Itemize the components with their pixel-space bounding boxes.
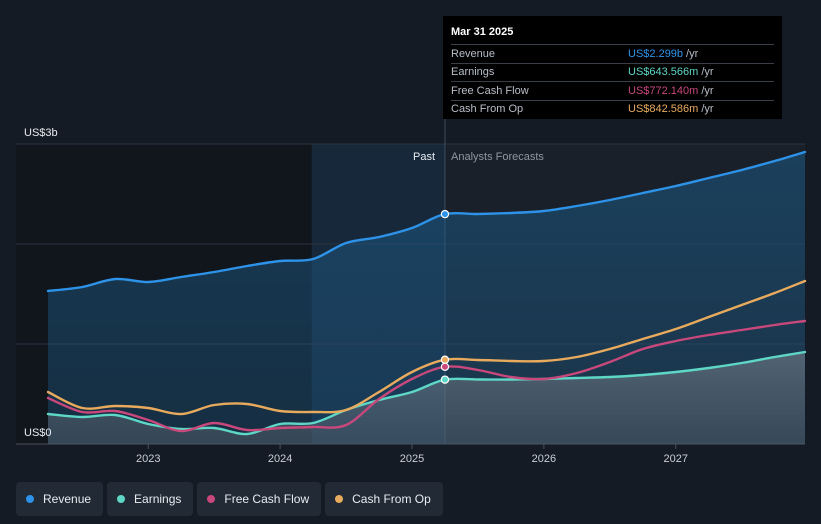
x-tick-label: 2025 [400, 453, 424, 465]
legend: Revenue Earnings Free Cash Flow Cash Fro… [16, 482, 443, 516]
earnings-dot-icon [117, 495, 126, 503]
tooltip: Mar 31 2025 Revenue US$2.299b/yr Earning… [443, 16, 782, 119]
legend-item-earnings[interactable]: Earnings [107, 482, 194, 516]
tooltip-row-free-cash-flow: Free Cash Flow US$772.140m/yr [451, 81, 774, 100]
tooltip-value: US$2.299b [628, 47, 684, 60]
legend-item-revenue[interactable]: Revenue [16, 482, 104, 516]
tooltip-label: Revenue [451, 47, 496, 60]
tooltip-row-cash-from-op: Cash From Op US$842.586m/yr [451, 99, 774, 119]
tooltip-unit: /yr [701, 66, 714, 79]
x-tick-label: 2023 [136, 453, 160, 465]
free-cash-flow-line [46, 319, 807, 433]
tooltip-unit: /yr [686, 47, 699, 60]
earnings-area [48, 352, 805, 444]
cash-from-op-line [46, 279, 807, 416]
tooltip-unit: /yr [701, 103, 714, 116]
tooltip-date: Mar 31 2025 [451, 26, 514, 38]
y-axis-bottom-label: US$0 [24, 427, 52, 439]
cash-from-op-dot-icon [335, 495, 344, 503]
tooltip-label: Free Cash Flow [451, 84, 529, 97]
x-tick-label: 2027 [664, 453, 688, 465]
legend-item-free-cash-flow[interactable]: Free Cash Flow [197, 482, 322, 516]
cash-from-op-marker [440, 355, 450, 364]
free-cash-flow-dot-icon [207, 495, 216, 503]
x-tick-label: 2026 [532, 453, 556, 465]
revenue-dot-icon [26, 495, 34, 503]
tooltip-label: Cash From Op [451, 103, 524, 116]
tooltip-unit: /yr [701, 84, 714, 97]
tooltip-label: Earnings [451, 66, 495, 79]
earnings-marker [440, 375, 450, 384]
legend-label: Cash From Op [352, 492, 431, 506]
past-label: Past [413, 151, 435, 163]
tooltip-row-earnings: Earnings US$643.566m/yr [451, 62, 774, 82]
free-cash-flow-marker [440, 362, 450, 371]
forecast-label: Analysts Forecasts [451, 151, 544, 163]
tooltip-value: US$842.586m [628, 103, 699, 116]
revenue-area [48, 152, 805, 444]
legend-item-cash-from-op[interactable]: Cash From Op [325, 482, 443, 516]
legend-label: Free Cash Flow [224, 492, 310, 506]
revenue-line [46, 150, 807, 293]
tooltip-row-revenue: Revenue US$2.299b/yr [451, 44, 774, 63]
earnings-line [46, 350, 807, 436]
x-tick-label: 2024 [268, 453, 292, 465]
legend-label: Earnings [134, 492, 182, 506]
y-axis-top-label: US$3b [24, 127, 58, 139]
revenue-marker [440, 209, 450, 219]
tooltip-value: US$772.140m [628, 84, 699, 97]
legend-label: Revenue [43, 492, 92, 506]
tooltip-value: US$643.566m [628, 66, 699, 79]
